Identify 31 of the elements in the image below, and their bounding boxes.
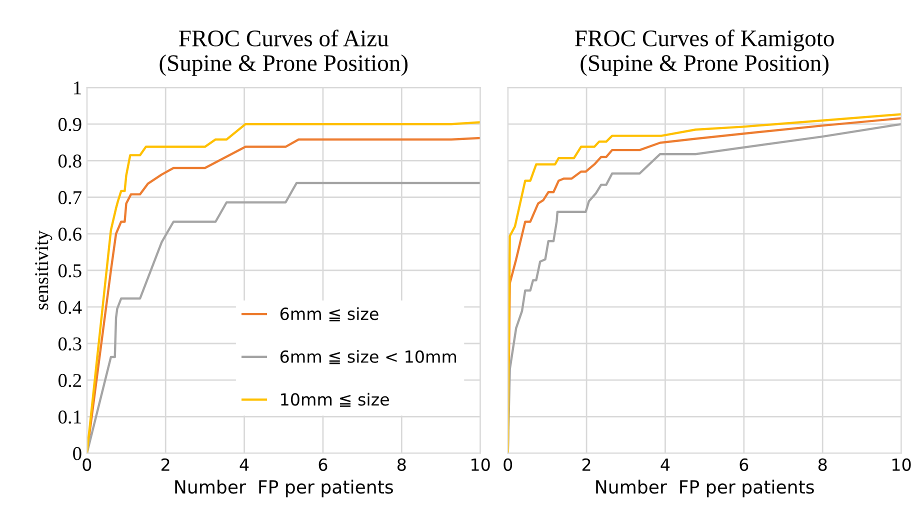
y-tick-label: 0 [73,447,82,460]
x-tick-label: 6 [318,458,328,471]
chart-title: FROC Curves of Kamigoto (Supine & Prone Position) [575,30,834,76]
chart-title: FROC Curves of Aizu (Supine & Prone Position) [160,30,408,76]
x-tick-label: 2 [162,458,170,471]
x-tick-label: 8 [397,458,406,471]
x-tick-label: 10 [472,458,490,471]
legend-label: 10mm ≦ size [281,392,389,407]
x-tick-label: 4 [240,458,249,471]
x-tick-label: 0 [82,458,92,471]
y-tick-label: 0.4 [58,300,82,314]
legend-label: 6mm ≦ size [280,307,378,322]
y-tick-label: 0.8 [58,154,82,168]
y-tick-label: 0.5 [58,264,82,278]
x-axis-title: Number FP per patients [175,480,393,498]
y-tick-label: 0.3 [58,337,82,351]
y-tick-label: 0.6 [58,228,82,241]
y-tick-label: 0.1 [58,410,81,424]
y-tick-label: 0.2 [58,374,81,388]
y-tick-label: 0.9 [58,118,82,132]
legend-label: 6mm ≦ size < 10mm [280,350,456,364]
y-tick-label: 1 [74,81,81,94]
x-tick-label: 10 [892,458,911,471]
x-tick-label: 0 [504,458,512,471]
x-tick-label: 6 [740,458,748,471]
y-tick-label: 0.7 [58,191,82,204]
x-tick-label: 8 [818,458,827,471]
y-axis-title: sensitivity [35,230,52,310]
x-tick-label: 2 [582,458,590,471]
x-axis-title: Number FP per patients [596,480,814,498]
x-tick-label: 4 [660,458,670,471]
